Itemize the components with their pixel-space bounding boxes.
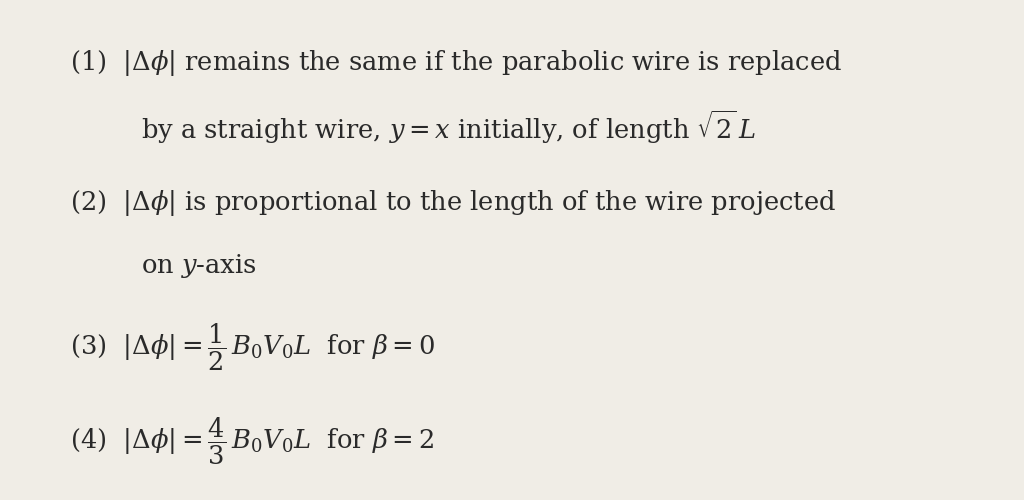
Text: (2)  $|\Delta\phi|$ is proportional to the length of the wire projected: (2) $|\Delta\phi|$ is proportional to th… bbox=[70, 188, 836, 218]
Text: (4)  $|\Delta\phi| = \dfrac{4}{3}\,B_0 V_0 L$  for $\beta = 2$: (4) $|\Delta\phi| = \dfrac{4}{3}\,B_0 V_… bbox=[70, 416, 434, 467]
Text: (1)  $|\Delta\phi|$ remains the same if the parabolic wire is replaced: (1) $|\Delta\phi|$ remains the same if t… bbox=[70, 48, 842, 78]
Text: on $y$-axis: on $y$-axis bbox=[141, 252, 257, 280]
Text: by a straight wire, $y = x$ initially, of length $\sqrt{2}\,L$: by a straight wire, $y = x$ initially, o… bbox=[141, 108, 757, 146]
Text: (3)  $|\Delta\phi| = \dfrac{1}{2}\,B_0 V_0 L$  for $\beta = 0$: (3) $|\Delta\phi| = \dfrac{1}{2}\,B_0 V_… bbox=[70, 322, 435, 373]
